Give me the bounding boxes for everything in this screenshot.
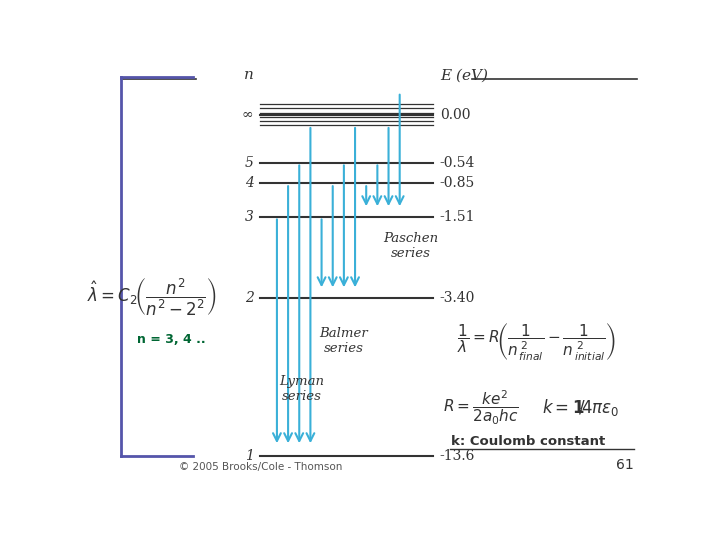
Text: $k = \mathbf{1}\!\!/\!4\pi\varepsilon_0$: $k = \mathbf{1}\!\!/\!4\pi\varepsilon_0$: [542, 397, 620, 418]
Text: 5: 5: [245, 156, 253, 170]
Text: ∞: ∞: [242, 107, 253, 122]
Text: 2: 2: [245, 291, 253, 305]
Text: -0.85: -0.85: [440, 176, 475, 190]
Text: -1.51: -1.51: [440, 210, 475, 224]
Text: 3: 3: [245, 210, 253, 224]
Text: Lyman
series: Lyman series: [279, 375, 325, 403]
Text: n = 3, 4 ..: n = 3, 4 ..: [138, 333, 206, 346]
Text: -13.6: -13.6: [440, 449, 475, 463]
Text: n: n: [243, 68, 253, 82]
Text: $\hat{\lambda} = C_2\!\left(\dfrac{n^2}{n^2-2^2}\right)$: $\hat{\lambda} = C_2\!\left(\dfrac{n^2}{…: [86, 277, 216, 319]
Text: k: Coulomb constant: k: Coulomb constant: [451, 435, 605, 448]
Text: Balmer
series: Balmer series: [320, 327, 368, 355]
Text: 4: 4: [245, 176, 253, 190]
Text: Paschen
series: Paschen series: [383, 232, 438, 260]
Text: 0.00: 0.00: [440, 107, 470, 122]
Text: -0.54: -0.54: [440, 156, 475, 170]
Text: 1: 1: [245, 449, 253, 463]
Text: E (eV): E (eV): [440, 68, 488, 82]
Text: 61: 61: [616, 458, 634, 472]
Text: © 2005 Brooks/Cole - Thomson: © 2005 Brooks/Cole - Thomson: [179, 462, 342, 472]
Text: $\dfrac{1}{\lambda} = R\!\left(\dfrac{1}{n_{\,final}^{\;2}} - \dfrac{1}{n_{\,ini: $\dfrac{1}{\lambda} = R\!\left(\dfrac{1}…: [456, 321, 616, 362]
Text: -3.40: -3.40: [440, 291, 475, 305]
Text: $R = \dfrac{ke^2}{2a_0hc}$: $R = \dfrac{ke^2}{2a_0hc}$: [443, 389, 518, 427]
